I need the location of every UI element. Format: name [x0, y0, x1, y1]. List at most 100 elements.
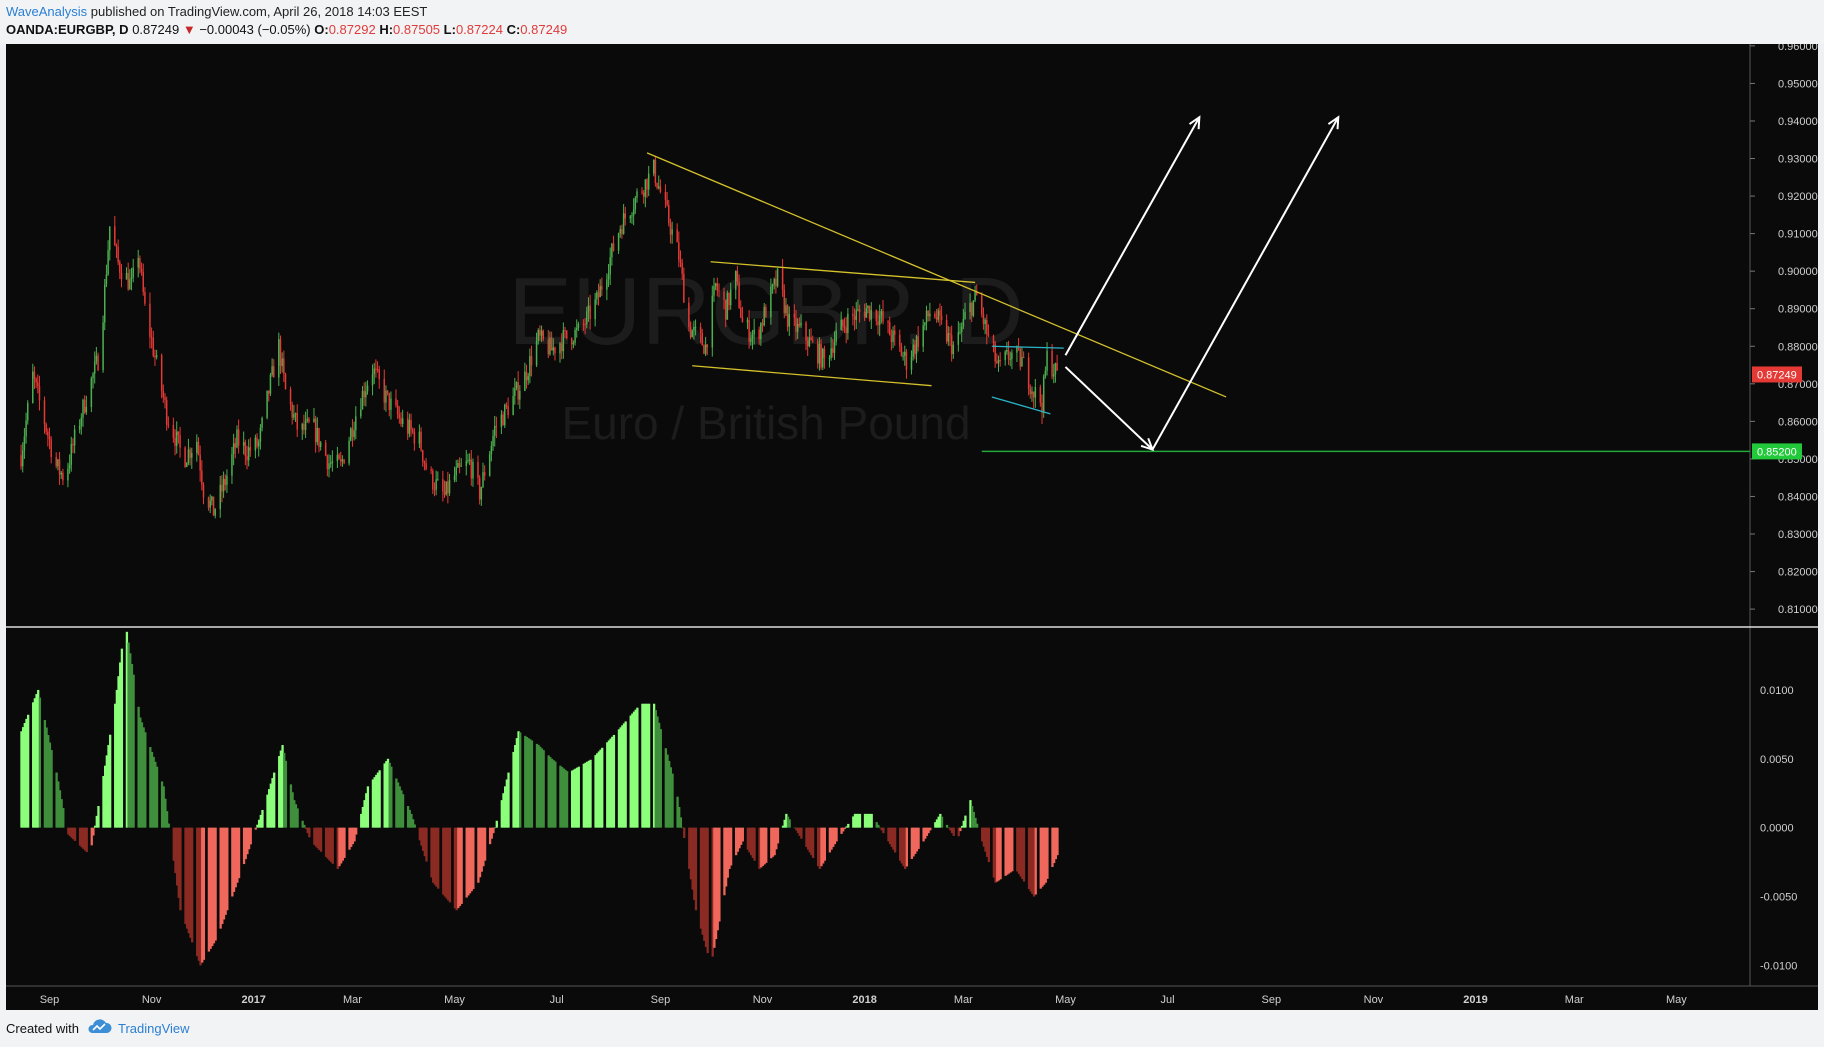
candle-body: [453, 475, 456, 481]
candle-body: [899, 334, 901, 347]
candle-body: [331, 461, 334, 463]
candle-body: [256, 437, 258, 447]
candle-body: [244, 442, 247, 457]
candle-body: [175, 431, 178, 446]
candle-body: [524, 371, 526, 391]
candle-body: [23, 436, 26, 451]
candle-body: [703, 345, 705, 354]
histogram-bar: [828, 827, 832, 853]
histogram-bar: [621, 725, 624, 828]
candle-body: [701, 333, 704, 346]
author-link[interactable]: WaveAnalysis: [6, 4, 88, 19]
candle-body: [611, 243, 613, 258]
histogram-tick-label: 0.0000: [1760, 823, 1794, 835]
histogram-bar: [609, 738, 612, 828]
histogram-bar: [95, 815, 98, 828]
histogram-bar: [746, 827, 750, 850]
histogram-bar: [890, 827, 893, 847]
histogram-bar: [231, 827, 234, 897]
histogram-bar: [525, 737, 529, 828]
histogram-bar: [679, 817, 683, 828]
candle-body: [58, 459, 61, 475]
candle-body: [470, 459, 473, 479]
candle-body: [408, 420, 411, 434]
candle-body: [929, 313, 931, 317]
candle-body: [355, 416, 357, 431]
candle-body: [587, 305, 590, 312]
histogram-bar: [589, 759, 592, 828]
candle-body: [400, 417, 402, 424]
histogram-bar: [47, 735, 50, 828]
candle-body: [975, 291, 978, 296]
candle-body: [432, 470, 434, 490]
histogram-bar: [447, 827, 450, 901]
histogram-bar: [313, 827, 316, 845]
candle-body: [519, 390, 521, 400]
histogram-bar: [694, 827, 698, 911]
histogram-bar: [1041, 827, 1044, 887]
histogram-bar: [254, 827, 257, 830]
histogram-bar: [268, 789, 271, 828]
candle-body: [231, 454, 233, 476]
histogram-bar: [38, 697, 42, 828]
candle-body: [351, 428, 354, 438]
candle-body: [62, 472, 64, 481]
histogram-bar: [701, 827, 704, 935]
histogram-bar: [70, 827, 73, 838]
candle-body: [589, 305, 591, 320]
histogram-bar: [996, 827, 999, 882]
candle-body: [795, 317, 797, 332]
candle-body: [688, 302, 690, 328]
candle-body: [236, 429, 238, 448]
candle-body: [212, 496, 215, 516]
candle-body: [823, 348, 826, 359]
chart-area[interactable]: EURGBP, D Euro / British Pound 0.96000 0.95…: [6, 44, 1818, 1010]
candle-body: [853, 316, 856, 320]
price-tick-label: 0.91000: [1778, 229, 1818, 241]
histogram-bar: [20, 731, 23, 828]
histogram-bar: [314, 827, 318, 847]
candle-body: [892, 330, 894, 342]
candle-body: [47, 431, 49, 436]
histogram-bar: [457, 827, 460, 909]
candle-body: [433, 489, 436, 491]
histogram-bar: [559, 765, 562, 828]
candle-body: [1007, 350, 1010, 360]
candle-body: [199, 454, 201, 471]
histogram-bar: [83, 827, 87, 851]
tradingview-link[interactable]: TradingView: [118, 1021, 190, 1036]
histogram-bar: [115, 689, 119, 828]
candle-body: [48, 435, 51, 440]
histogram-bar: [853, 813, 857, 828]
candle-body: [940, 315, 943, 320]
histogram-bar: [939, 813, 942, 828]
candle-body: [505, 404, 508, 407]
candle-body: [221, 484, 223, 492]
histogram-bar: [765, 827, 768, 863]
candle-body: [468, 459, 471, 461]
histogram-bar: [716, 827, 719, 931]
candle-body: [130, 277, 133, 280]
histogram-bar: [92, 827, 95, 836]
candle-body: [741, 317, 744, 323]
histogram-bar: [624, 721, 627, 828]
histogram-bar: [97, 806, 100, 828]
histogram-bar: [365, 793, 368, 828]
candle-body: [776, 268, 779, 287]
publish-header: WaveAnalysis published on TradingView.co…: [0, 0, 1824, 44]
candle-body: [460, 465, 462, 467]
candle-body: [278, 339, 280, 378]
histogram-bar: [751, 827, 755, 858]
candle-body: [960, 326, 963, 332]
histogram-bar: [664, 748, 667, 828]
histogram-bar: [167, 823, 170, 828]
histogram-bar: [775, 827, 778, 850]
candle-body: [830, 348, 832, 358]
candle-body: [191, 452, 193, 458]
histogram-bar: [55, 772, 58, 828]
wedge-upper-line: [991, 345, 1064, 349]
histogram-bar: [517, 731, 520, 828]
candle-body: [596, 292, 598, 300]
candle-body: [624, 213, 627, 219]
